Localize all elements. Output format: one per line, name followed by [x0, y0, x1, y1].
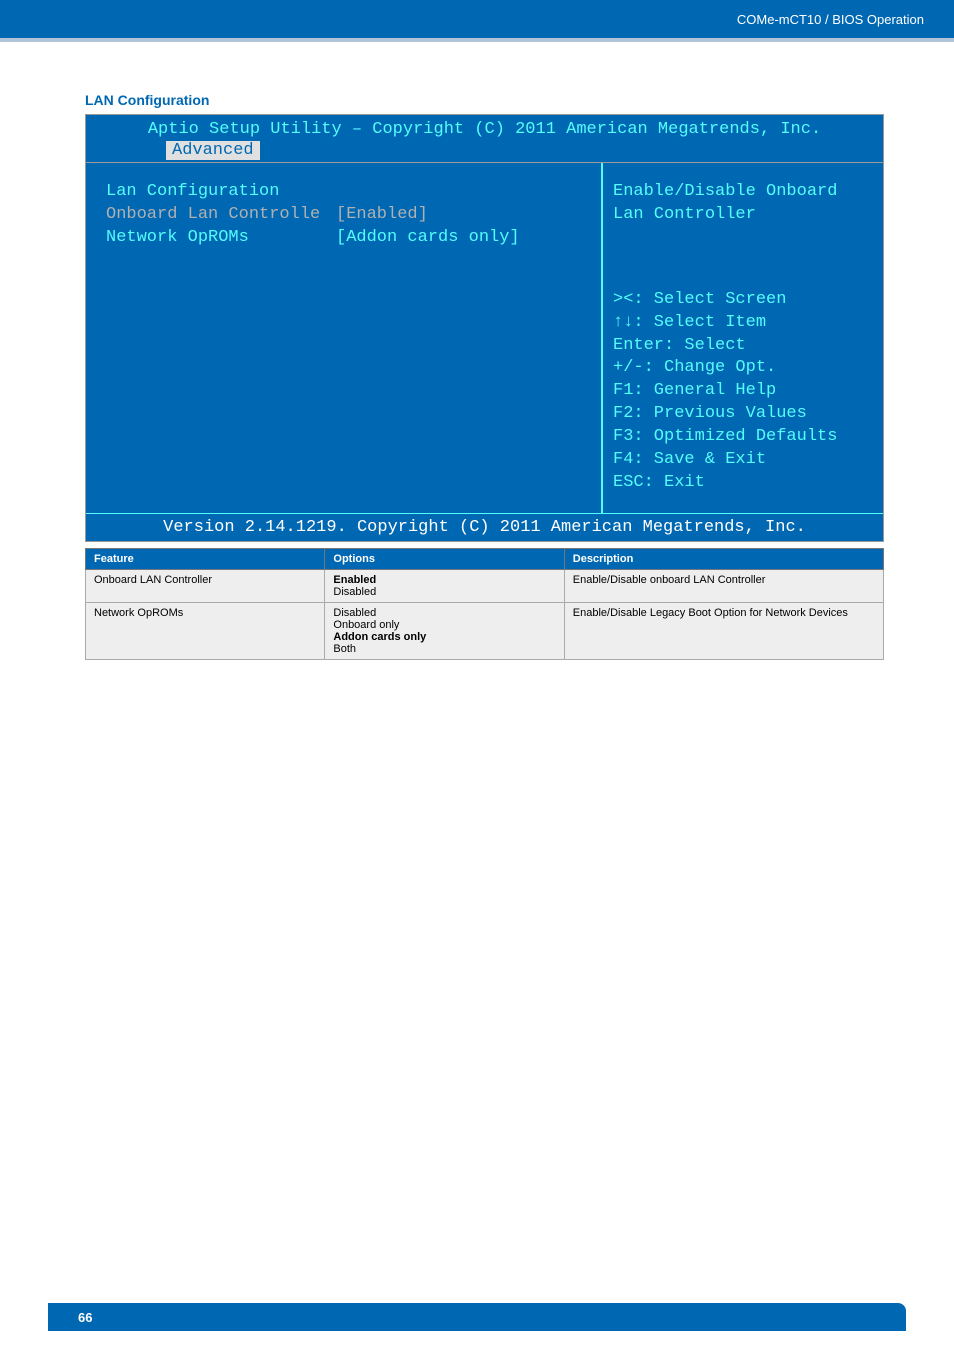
bios-footer: Version 2.14.1219. Copyright (C) 2011 Am…	[86, 513, 883, 541]
bios-left-pane: Lan Configuration Onboard Lan Controlle …	[86, 163, 603, 513]
key-f3: F3: Optimized Defaults	[613, 426, 873, 449]
page-footer: 66	[0, 1303, 954, 1331]
col-options: Options	[325, 549, 564, 570]
table-header-row: Feature Options Description	[86, 549, 884, 570]
key-enter: Enter: Select	[613, 335, 873, 358]
bios-screenshot: Aptio Setup Utility – Copyright (C) 2011…	[85, 114, 884, 542]
cell-description: Enable/Disable Legacy Boot Option for Ne…	[564, 603, 883, 660]
cell-feature: Onboard LAN Controller	[86, 570, 325, 603]
table-row: Network OpROMsDisabledOnboard onlyAddon …	[86, 603, 884, 660]
cell-options: DisabledOnboard onlyAddon cards onlyBoth	[325, 603, 564, 660]
col-feature: Feature	[86, 549, 325, 570]
footer-bar: 66	[48, 1303, 906, 1331]
bios-row-network-oproms[interactable]: Network OpROMs [Addon cards only]	[106, 227, 591, 250]
option-line: Onboard only	[333, 619, 555, 631]
cell-feature: Network OpROMs	[86, 603, 325, 660]
bios-tab-row: Advanced	[86, 141, 883, 162]
network-oproms-label: Network OpROMs	[106, 227, 336, 250]
key-select-item: ↑↓: Select Item	[613, 312, 873, 335]
bios-tab-advanced[interactable]: Advanced	[166, 141, 260, 160]
feature-table: Feature Options Description Onboard LAN …	[85, 548, 884, 660]
key-f1: F1: General Help	[613, 380, 873, 403]
onboard-lan-value: [Enabled]	[336, 204, 428, 227]
bios-title-text: Aptio Setup Utility – Copyright (C) 2011…	[148, 120, 821, 139]
option-line: Both	[333, 643, 555, 655]
page-number: 66	[78, 1310, 92, 1325]
bios-heading: Lan Configuration	[106, 181, 591, 204]
network-oproms-value: [Addon cards only]	[336, 227, 520, 250]
key-change-opt: +/-: Change Opt.	[613, 357, 873, 380]
bios-key-help: ><: Select Screen ↑↓: Select Item Enter:…	[613, 289, 873, 495]
cell-options: EnabledDisabled	[325, 570, 564, 603]
bios-help-text: Enable/Disable Onboard Lan Controller	[613, 181, 873, 227]
header-bar: COMe-mCT10 / BIOS Operation	[0, 0, 954, 38]
section-title: LAN Configuration	[85, 92, 884, 108]
bios-right-pane: Enable/Disable Onboard Lan Controller ><…	[603, 163, 883, 513]
option-line: Disabled	[333, 586, 555, 598]
breadcrumb: COMe-mCT10 / BIOS Operation	[737, 12, 924, 27]
onboard-lan-label: Onboard Lan Controlle	[106, 204, 336, 227]
option-line: Addon cards only	[333, 631, 555, 643]
bios-title: Aptio Setup Utility – Copyright (C) 2011…	[86, 115, 883, 141]
bios-body: Lan Configuration Onboard Lan Controlle …	[86, 162, 883, 513]
key-esc: ESC: Exit	[613, 472, 873, 495]
key-f4: F4: Save & Exit	[613, 449, 873, 472]
cell-description: Enable/Disable onboard LAN Controller	[564, 570, 883, 603]
table-row: Onboard LAN ControllerEnabledDisabledEna…	[86, 570, 884, 603]
key-f2: F2: Previous Values	[613, 403, 873, 426]
col-description: Description	[564, 549, 883, 570]
option-line: Enabled	[333, 574, 555, 586]
option-line: Disabled	[333, 607, 555, 619]
page-content: LAN Configuration Aptio Setup Utility – …	[0, 42, 954, 660]
key-select-screen: ><: Select Screen	[613, 289, 873, 312]
bios-row-onboard-lan[interactable]: Onboard Lan Controlle [Enabled]	[106, 204, 591, 227]
